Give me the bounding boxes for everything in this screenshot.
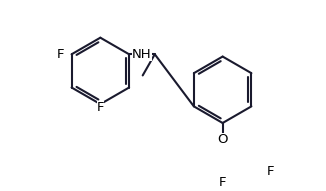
Text: F: F [56,48,64,61]
Text: F: F [219,176,226,189]
Text: NH: NH [132,48,152,61]
Text: F: F [266,165,274,178]
Text: O: O [217,133,228,146]
Text: F: F [96,101,104,114]
